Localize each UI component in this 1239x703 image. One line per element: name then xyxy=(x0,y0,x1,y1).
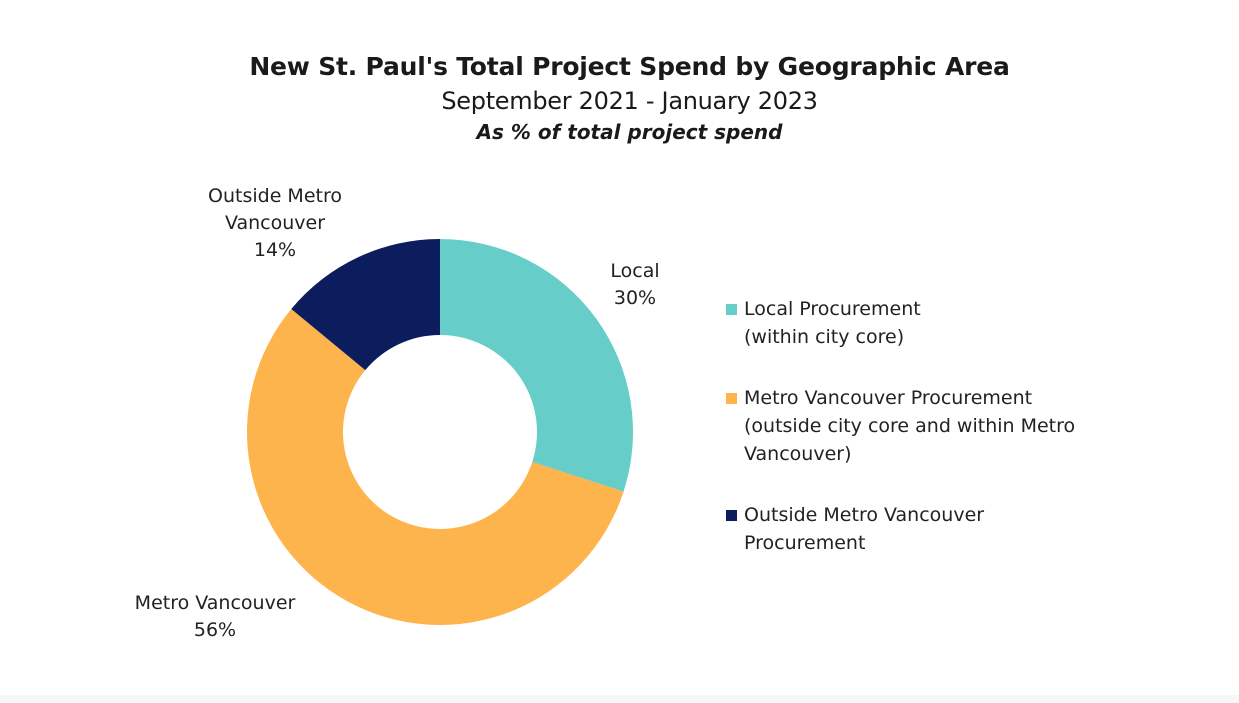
slice-label-metro-vancouver: Metro Vancouver 56% xyxy=(100,590,330,644)
legend-text: Local Procurement xyxy=(744,298,921,320)
slice-label-line: Outside Metro xyxy=(208,185,342,207)
legend-text: (within city core) xyxy=(744,326,905,348)
slice-label-line: Metro Vancouver xyxy=(134,592,296,614)
legend-text: (outside city core and within Metro xyxy=(744,415,1076,437)
legend-swatch xyxy=(726,393,737,404)
footer-strip xyxy=(0,695,1239,703)
chart-subtitle: September 2021 - January 2023 xyxy=(441,87,818,115)
legend-text: Metro Vancouver Procurement xyxy=(744,387,1033,409)
legend-swatch xyxy=(726,510,737,521)
legend-text: Vancouver) xyxy=(744,443,852,465)
donut-slice-local xyxy=(440,239,633,492)
legend-item-outside-metro-vancouver: Outside Metro Vancouver Procurement xyxy=(726,501,1186,557)
slice-label-line: 30% xyxy=(613,287,657,309)
legend-text: Outside Metro Vancouver xyxy=(744,504,985,526)
legend-swatch xyxy=(726,304,737,315)
slice-label-line: Local xyxy=(610,260,660,282)
slice-label-line: 56% xyxy=(193,619,237,641)
legend-item-metro-vancouver: Metro Vancouver Procurement (outside cit… xyxy=(726,384,1186,468)
donut-slice-metro-vancouver xyxy=(246,308,624,625)
chart-title-block: New St. Paul's Total Project Spend by Ge… xyxy=(0,50,1239,146)
legend-item-local: Local Procurement (within city core) xyxy=(726,295,1186,351)
slice-label-line: 14% xyxy=(253,239,297,261)
slice-label-outside-metro-vancouver: Outside Metro Vancouver 14% xyxy=(170,183,380,264)
chart-title: New St. Paul's Total Project Spend by Ge… xyxy=(249,52,1010,81)
chart-legend: Local Procurement (within city core) Met… xyxy=(726,295,1186,557)
legend-text: Procurement xyxy=(744,532,866,554)
slice-label-line: Vancouver xyxy=(224,212,326,234)
chart-subtitle-note: As % of total project spend xyxy=(476,120,783,144)
donut-slice-outside-metro-vancouver xyxy=(291,239,440,371)
slice-label-local: Local 30% xyxy=(590,258,680,312)
